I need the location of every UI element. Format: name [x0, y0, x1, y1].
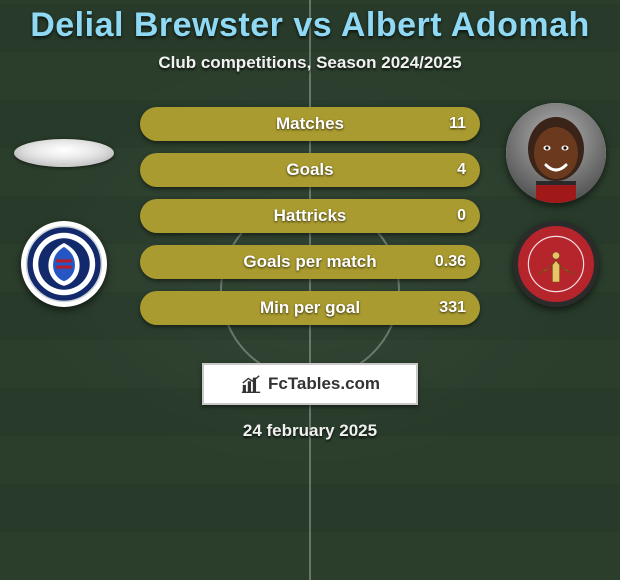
- stat-label: Goals: [140, 153, 480, 187]
- stat-label: Min per goal: [140, 291, 480, 325]
- bar-chart-icon: [240, 373, 262, 395]
- right-player-avatar: [506, 103, 606, 203]
- stat-bar: Matches11: [140, 107, 480, 141]
- stat-right-value: 0.36: [435, 245, 466, 279]
- brand-badge: FcTables.com: [202, 363, 418, 405]
- stat-bar: Goals4: [140, 153, 480, 187]
- stat-bars: Matches11 Goals4 Hattricks0 Goals per match…: [140, 107, 480, 325]
- stat-bar: Hattricks0: [140, 199, 480, 233]
- left-player-column: [4, 103, 124, 307]
- stat-label: Goals per match: [140, 245, 480, 279]
- stat-bar: Goals per match0.36: [140, 245, 480, 279]
- stat-right-value: 331: [439, 291, 466, 325]
- page-title: Delial Brewster vs Albert Adomah: [0, 6, 620, 45]
- right-club-crest: [513, 221, 599, 307]
- stat-bar: Min per goal331: [140, 291, 480, 325]
- walsall-crest-icon: [526, 234, 586, 294]
- right-player-column: [496, 103, 616, 307]
- page-subtitle: Club competitions, Season 2024/2025: [0, 53, 620, 73]
- stat-right-value: 0: [457, 199, 466, 233]
- stat-right-value: 4: [457, 153, 466, 187]
- stat-label: Matches: [140, 107, 480, 141]
- stat-right-value: 11: [449, 107, 466, 141]
- content: Delial Brewster vs Albert Adomah Club co…: [0, 0, 620, 441]
- chesterfield-crest-icon: [25, 225, 103, 303]
- stat-label: Hattricks: [140, 199, 480, 233]
- brand-text: FcTables.com: [268, 374, 380, 394]
- left-player-avatar: [14, 139, 114, 167]
- player-face-icon: [506, 103, 606, 203]
- comparison-arena: Matches11 Goals4 Hattricks0 Goals per match…: [0, 103, 620, 343]
- left-club-crest: [21, 221, 107, 307]
- date-text: 24 february 2025: [0, 421, 620, 441]
